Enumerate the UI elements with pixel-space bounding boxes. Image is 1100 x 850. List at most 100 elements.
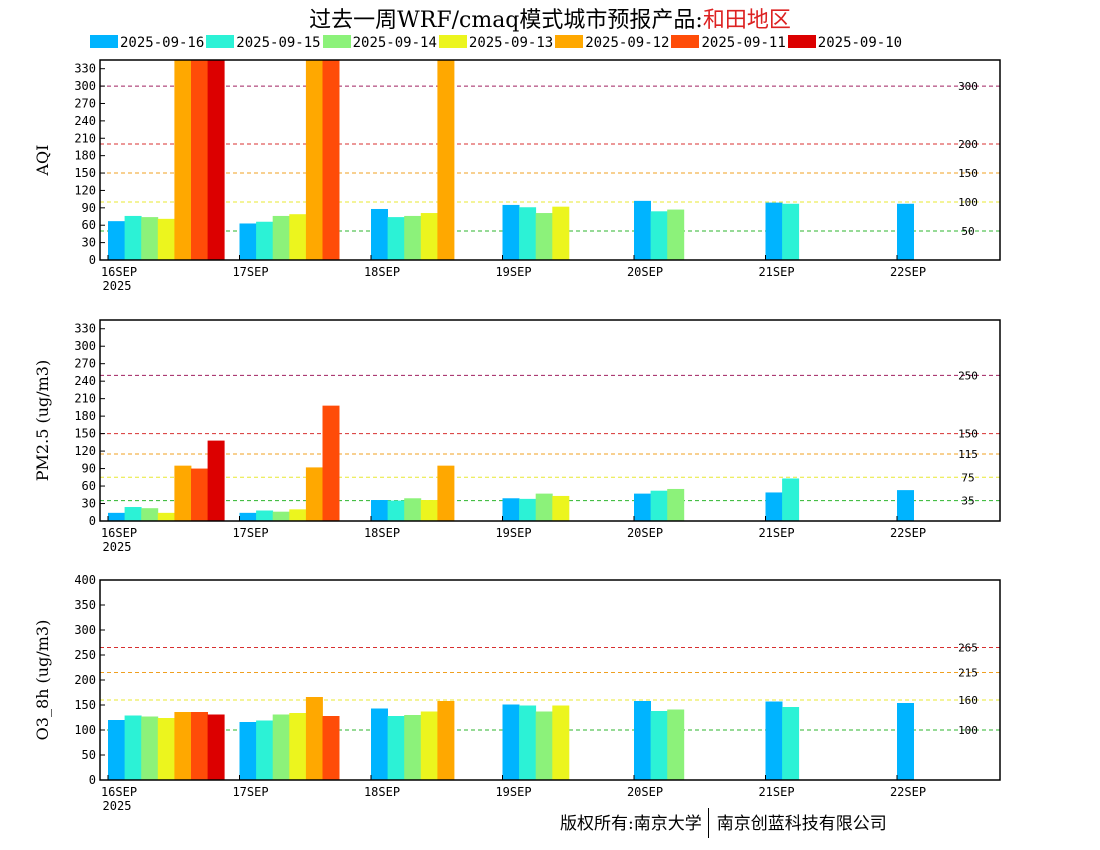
x-tick-label: 21SEP [758,526,794,540]
bar [108,512,125,521]
bar [404,715,422,780]
y-tick-label: 90 [82,201,96,215]
y-tick-label: 180 [74,409,96,423]
y-tick-label: 100 [74,723,96,737]
legend-label: 2025-09-16 [120,35,205,51]
bar [191,712,208,780]
bar [157,718,175,780]
y-axis-title: PM2.5 (ug/m3) [33,360,52,481]
y-tick-label: 60 [82,479,96,493]
bar [420,711,438,780]
bar [420,213,438,260]
y-tick-label: 50 [82,748,96,762]
y-tick-label: 0 [89,514,96,528]
y-tick-label: 240 [74,374,96,388]
x-tick-label: 22SEP [890,526,926,540]
bar [174,465,192,521]
x-year-label: 2025 [103,799,132,813]
legend-swatch [206,35,235,48]
y-tick-label: 270 [74,96,96,110]
y-tick-label: 350 [74,598,96,612]
bar [387,217,405,260]
bar [305,697,323,780]
legend-label: 2025-09-14 [352,35,437,51]
x-tick-label: 16SEP [101,785,137,799]
x-tick-label: 17SEP [232,526,268,540]
legend-label: 2025-09-12 [585,35,670,51]
bar [124,215,142,260]
legend-item: 2025-09-16 [90,35,204,51]
threshold-label: 160 [958,694,978,707]
threshold-label: 100 [958,724,978,737]
x-tick-label: 16SEP [101,265,137,279]
bar [157,218,175,260]
bar [124,507,142,521]
copyright-right: 南京创蓝科技有限公司 [716,814,887,834]
bar [765,701,783,780]
bar [256,720,274,780]
y-tick-label: 300 [74,79,96,93]
x-tick-label: 20SEP [627,785,663,799]
bar [420,500,438,521]
bar [256,221,274,260]
bar [519,705,537,780]
bar [667,209,685,260]
y-tick-label: 0 [89,773,96,787]
x-tick-label: 21SEP [758,265,794,279]
y-tick-label: 400 [74,573,96,587]
bar [535,711,553,780]
bar [782,478,800,521]
bar [124,715,142,780]
x-tick-label: 17SEP [232,785,268,799]
plot-frame [99,59,1001,261]
x-tick-label: 19SEP [495,526,531,540]
bar [289,713,307,780]
legend-label: 2025-09-10 [817,35,903,51]
plot-frame [99,319,1001,522]
bar [272,714,290,780]
legend-label: 2025-09-11 [701,35,786,51]
y-tick-label: 240 [74,114,96,128]
y-tick-label: 60 [82,218,96,232]
y-tick-label: 90 [82,462,96,476]
x-tick-label: 19SEP [495,265,531,279]
bar [897,703,914,780]
bar [191,468,208,521]
legend-label: 2025-09-13 [468,35,554,51]
bar [207,714,225,780]
x-tick-label: 21SEP [758,785,794,799]
bar [239,223,257,260]
bar [305,60,323,260]
y-tick-label: 250 [74,648,96,662]
legend-item: 2025-09-10 [787,35,903,51]
bar [634,493,651,521]
bar [502,704,520,780]
legend-item: 2025-09-13 [438,35,554,51]
bar [305,467,323,521]
y-tick-label: 300 [74,623,96,637]
bar [239,512,257,521]
bar [552,705,570,780]
threshold-label: 50 [961,225,974,238]
threshold-label: 150 [958,428,978,441]
bar [322,60,340,260]
y-tick-label: 210 [74,392,96,406]
bar [289,214,307,260]
threshold-label: 200 [958,138,978,151]
threshold-label: 115 [958,448,978,461]
y-axis-title: AQI [33,145,52,177]
bar [765,202,783,260]
legend-swatch [555,35,584,48]
bar [765,492,783,521]
legend-item: 2025-09-14 [322,35,437,51]
bar [519,207,537,260]
y-tick-label: 300 [74,339,96,353]
bar [650,711,668,780]
y-tick-label: 30 [82,497,96,511]
bar [322,405,340,521]
bar [141,508,159,521]
legend: 2025-09-16 2025-09-15 2025-09-14 2025-09-13… [90,35,904,53]
bar [552,495,570,521]
threshold-label: 100 [958,196,978,209]
